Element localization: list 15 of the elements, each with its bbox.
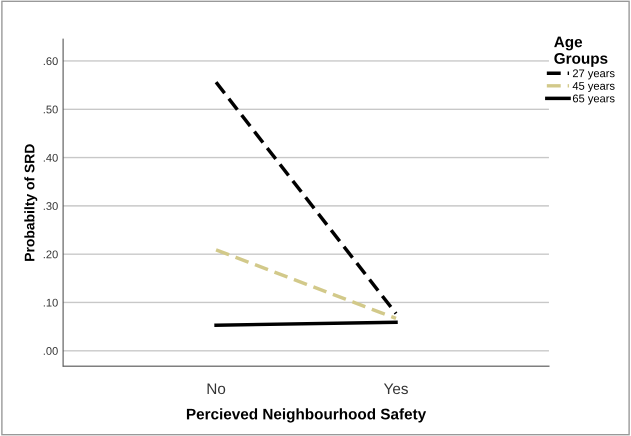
legend-label: 45 years [572,82,615,92]
y-tick-label: .40 [44,154,58,162]
x-tick-label: Yes [384,383,408,394]
legend-label: 65 years [572,94,615,105]
y-tick-label: .30 [44,202,58,210]
y-tick-label: .10 [44,298,58,307]
y-tick-label: .20 [44,250,58,258]
x-tick-label: No [208,383,226,394]
legend-label: 27 years [572,69,615,80]
x-axis-title: Percieved Neighbourhood Safety [186,408,426,423]
legend-title: Age Groups [554,36,608,67]
y-axis-title: Probabilty of SRD [24,144,38,261]
y-tick-label: .50 [44,106,58,114]
y-tick-label: .60 [44,57,58,66]
y-tick-label: .00 [44,347,58,355]
